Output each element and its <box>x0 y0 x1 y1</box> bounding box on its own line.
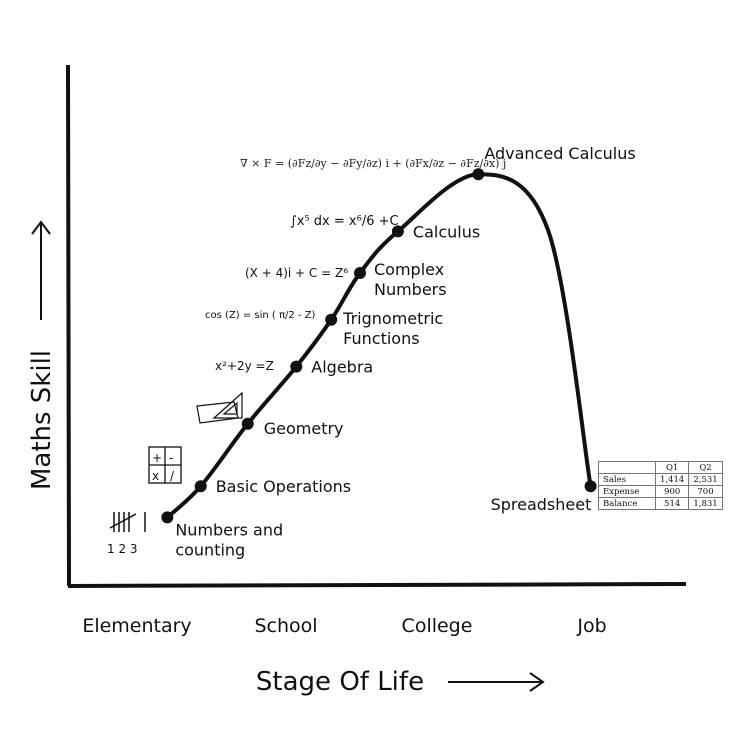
x-axis-label: Stage Of Life <box>256 667 424 697</box>
data-point <box>391 225 404 238</box>
point-label: Calculus <box>413 222 480 241</box>
table-cell: 700 <box>688 485 723 498</box>
data-point <box>161 511 174 524</box>
curl-formula: ∇ × F = (∂Fz/∂y − ∂Fy/∂z) i + (∂Fx/∂z − … <box>240 157 506 170</box>
point-label: Basic Operations <box>216 477 351 496</box>
geometry-shapes-icon <box>196 391 243 424</box>
table-cell: 514 <box>654 497 690 510</box>
table-cell: 2,531 <box>688 473 723 486</box>
table-cell <box>598 461 656 474</box>
y-arrow-icon <box>31 220 51 320</box>
point-label: Spreadsheet <box>491 495 592 514</box>
x-tick-label: Elementary <box>82 615 191 637</box>
complex-formula: (X + 4)i + C = Z⁶ <box>245 266 348 280</box>
table-cell: Expense <box>598 485 656 498</box>
table-cell: Balance <box>598 497 656 510</box>
operations-box <box>148 446 182 484</box>
x-axis <box>67 582 687 588</box>
y-axis-label: Maths Skill <box>27 350 57 490</box>
tally-marks-icon <box>109 512 146 532</box>
data-point <box>353 267 366 279</box>
point-label: Geometry <box>264 419 344 438</box>
table-row: Expense 900 700 <box>598 485 723 498</box>
op-minus: - <box>169 451 173 465</box>
point-label: Numbers and counting <box>175 520 283 559</box>
integral-formula: ∫x⁵ dx = x⁶/6 +C <box>290 214 399 229</box>
table-row: Balance 514 1,831 <box>598 497 723 510</box>
x-tick-label: College <box>402 615 473 637</box>
data-point <box>325 313 338 326</box>
point-label: Advanced Calculus <box>484 144 635 163</box>
table-header: Q2 <box>688 461 723 474</box>
table-cell: 1,831 <box>688 497 723 510</box>
data-point <box>290 360 303 373</box>
table-cell: Sales <box>598 473 656 486</box>
op-divide: / <box>170 469 175 483</box>
table-cell: 900 <box>654 485 690 498</box>
data-point <box>584 480 597 493</box>
point-label: Algebra <box>311 358 373 377</box>
point-label: Complex Numbers <box>374 260 447 299</box>
data-point <box>194 480 207 493</box>
x-tick-label: School <box>254 615 317 637</box>
tally-label: 1 2 3 <box>107 542 138 556</box>
op-plus: + <box>152 451 162 465</box>
table-header: Q1 <box>654 461 690 474</box>
y-axis <box>66 64 71 587</box>
spreadsheet-table: Q1 Q2 Sales 1,414 2,531 Expense 900 700 Balan… <box>598 461 723 510</box>
data-point <box>241 417 254 430</box>
x-arrow-icon <box>448 672 545 692</box>
x-tick-label: Job <box>576 615 606 637</box>
point-label: Trignometric Functions <box>342 309 443 348</box>
algebra-formula: x²+2y =Z <box>215 359 274 373</box>
trig-formula: cos (Z) = sin ( π/2 - Z) <box>205 310 316 321</box>
table-cell: 1,414 <box>654 473 690 486</box>
table-row: Q1 Q2 <box>598 461 723 474</box>
table-row: Sales 1,414 2,531 <box>598 473 723 486</box>
data-point <box>472 168 485 181</box>
op-times: x <box>152 469 159 483</box>
